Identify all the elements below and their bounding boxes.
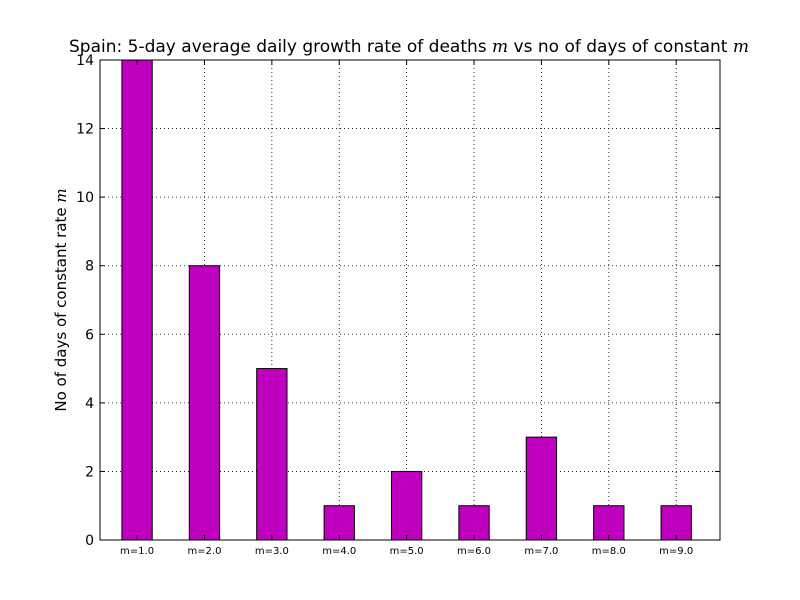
bar-m=4.0 <box>323 505 355 541</box>
bar-m=9.0 <box>660 505 692 541</box>
y-tick-label: 14 <box>76 53 94 69</box>
title-part-2: vs no of days of constant <box>508 37 733 57</box>
y-tick-label: 4 <box>85 396 94 412</box>
bar-m=6.0 <box>458 505 490 541</box>
y-tick-labels: 0 2 4 6 8 10 12 14 <box>76 53 94 549</box>
y-tick-label: 8 <box>85 259 94 275</box>
x-tick-label: m=7.0 <box>524 546 558 557</box>
x-tick-label: m=1.0 <box>120 546 154 557</box>
x-tick-label: m=2.0 <box>187 546 221 557</box>
title-part-0: Spain: 5-day average daily growth rate o… <box>69 37 492 57</box>
bar-m=3.0 <box>256 368 288 541</box>
bar-m=7.0 <box>525 436 558 541</box>
title-part-1: m <box>492 37 508 57</box>
y-tick-label: 10 <box>76 190 94 206</box>
y-tick-label: 0 <box>85 533 94 549</box>
x-tick-label: m=6.0 <box>457 546 491 557</box>
x-tick-label: m=8.0 <box>592 546 626 557</box>
chart-title: Spain: 5-day average daily growth rate o… <box>69 37 749 57</box>
y-axis-label: No of days of constant rate m <box>52 188 70 411</box>
title-part-3: m <box>733 37 749 57</box>
x-tick-label: m=5.0 <box>390 546 424 557</box>
y-tick-label: 2 <box>85 464 94 480</box>
bar-m=8.0 <box>593 505 625 541</box>
x-tick-label: m=3.0 <box>255 546 289 557</box>
x-tick-label: m=4.0 <box>322 546 356 557</box>
bar-m=2.0 <box>188 265 221 541</box>
bars <box>121 59 692 541</box>
plot-frame <box>99 59 721 541</box>
bar-m=1.0 <box>121 59 153 541</box>
y-tick-label: 6 <box>85 327 94 343</box>
bar-m=5.0 <box>390 470 423 541</box>
x-tick-labels: m=1.0 m=2.0 m=3.0 m=4.0 m=5.0 m=6.0 m=7.0 m=8.0… <box>120 546 693 557</box>
axis-ticks <box>100 59 720 541</box>
x-tick-label: m=9.0 <box>659 546 693 557</box>
ylabel-part-0: No of days of constant rate <box>52 203 70 412</box>
y-tick-label: 12 <box>76 122 94 138</box>
ylabel-part-1: m <box>52 188 70 202</box>
